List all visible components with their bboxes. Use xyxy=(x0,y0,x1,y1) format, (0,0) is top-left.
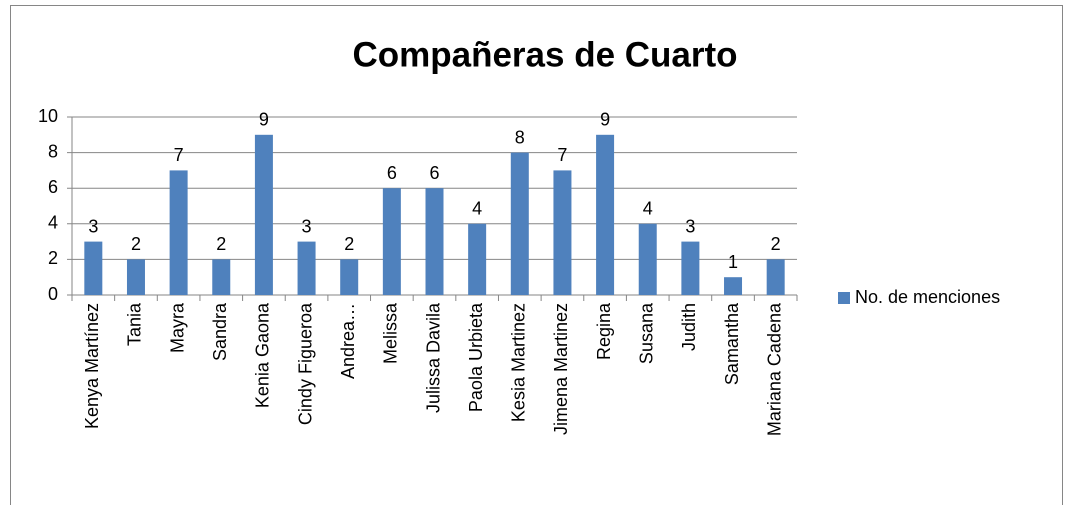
bar xyxy=(766,259,785,295)
data-label: 9 xyxy=(259,110,269,130)
legend-swatch xyxy=(838,292,850,304)
data-label: 6 xyxy=(387,163,397,183)
x-tick-label: Tania xyxy=(125,302,145,346)
x-tick-label: Cindy Figueroa xyxy=(295,302,315,425)
y-tick-label: 4 xyxy=(48,213,58,233)
x-tick-label: Kesia Martinez xyxy=(509,303,529,422)
bar xyxy=(382,188,401,295)
chart-title: Compañeras de Cuarto xyxy=(352,35,737,74)
bar xyxy=(596,134,615,295)
data-label: 6 xyxy=(429,163,439,183)
data-label: 2 xyxy=(131,234,141,254)
bar xyxy=(169,170,188,295)
x-tick-label: Regina xyxy=(594,302,614,360)
bar xyxy=(212,259,231,295)
bar xyxy=(681,241,700,295)
bar xyxy=(340,259,359,295)
chart-border xyxy=(10,5,1063,505)
y-tick-label: 2 xyxy=(48,248,58,268)
bar xyxy=(425,188,444,295)
x-tick-label: Susana xyxy=(636,302,656,364)
data-label: 9 xyxy=(600,110,610,130)
x-tick-label: Jimena Martinez xyxy=(551,303,571,435)
data-label: 2 xyxy=(771,234,781,254)
legend-label: No. de menciones xyxy=(855,287,1000,307)
data-label: 1 xyxy=(728,252,738,272)
x-tick-label: Andrea… xyxy=(338,303,358,379)
bar xyxy=(638,223,657,295)
y-tick-label: 0 xyxy=(48,284,58,304)
data-label: 7 xyxy=(557,145,567,165)
bar xyxy=(553,170,572,295)
x-tick-label: Samantha xyxy=(722,302,742,385)
data-label: 4 xyxy=(472,199,482,219)
x-tick-label: Mayra xyxy=(167,302,187,353)
x-tick-label: Mariana Cadena xyxy=(764,302,784,436)
y-tick-label: 8 xyxy=(48,141,58,161)
x-tick-label: Kenya Martínez xyxy=(82,303,102,429)
y-tick-label: 10 xyxy=(38,106,58,126)
bar xyxy=(510,152,529,295)
bar xyxy=(297,241,316,295)
bar xyxy=(468,223,487,295)
data-label: 2 xyxy=(216,234,226,254)
data-label: 3 xyxy=(88,216,98,236)
x-tick-label: Melissa xyxy=(381,302,401,364)
data-label: 4 xyxy=(643,199,653,219)
bar xyxy=(126,259,145,295)
data-label: 8 xyxy=(515,127,525,147)
data-label: 3 xyxy=(302,216,312,236)
y-tick-label: 6 xyxy=(48,177,58,197)
data-label: 3 xyxy=(685,216,695,236)
bar xyxy=(724,277,743,295)
x-tick-label: Paola Urbieta xyxy=(466,302,486,412)
x-tick-label: Sandra xyxy=(210,302,230,361)
data-label: 7 xyxy=(174,145,184,165)
x-tick-label: Kenia Gaona xyxy=(253,302,273,408)
bar xyxy=(84,241,103,295)
data-label: 2 xyxy=(344,234,354,254)
x-tick-label: Julissa Davila xyxy=(423,302,443,413)
bar xyxy=(254,134,273,295)
x-tick-label: Judith xyxy=(679,303,699,351)
